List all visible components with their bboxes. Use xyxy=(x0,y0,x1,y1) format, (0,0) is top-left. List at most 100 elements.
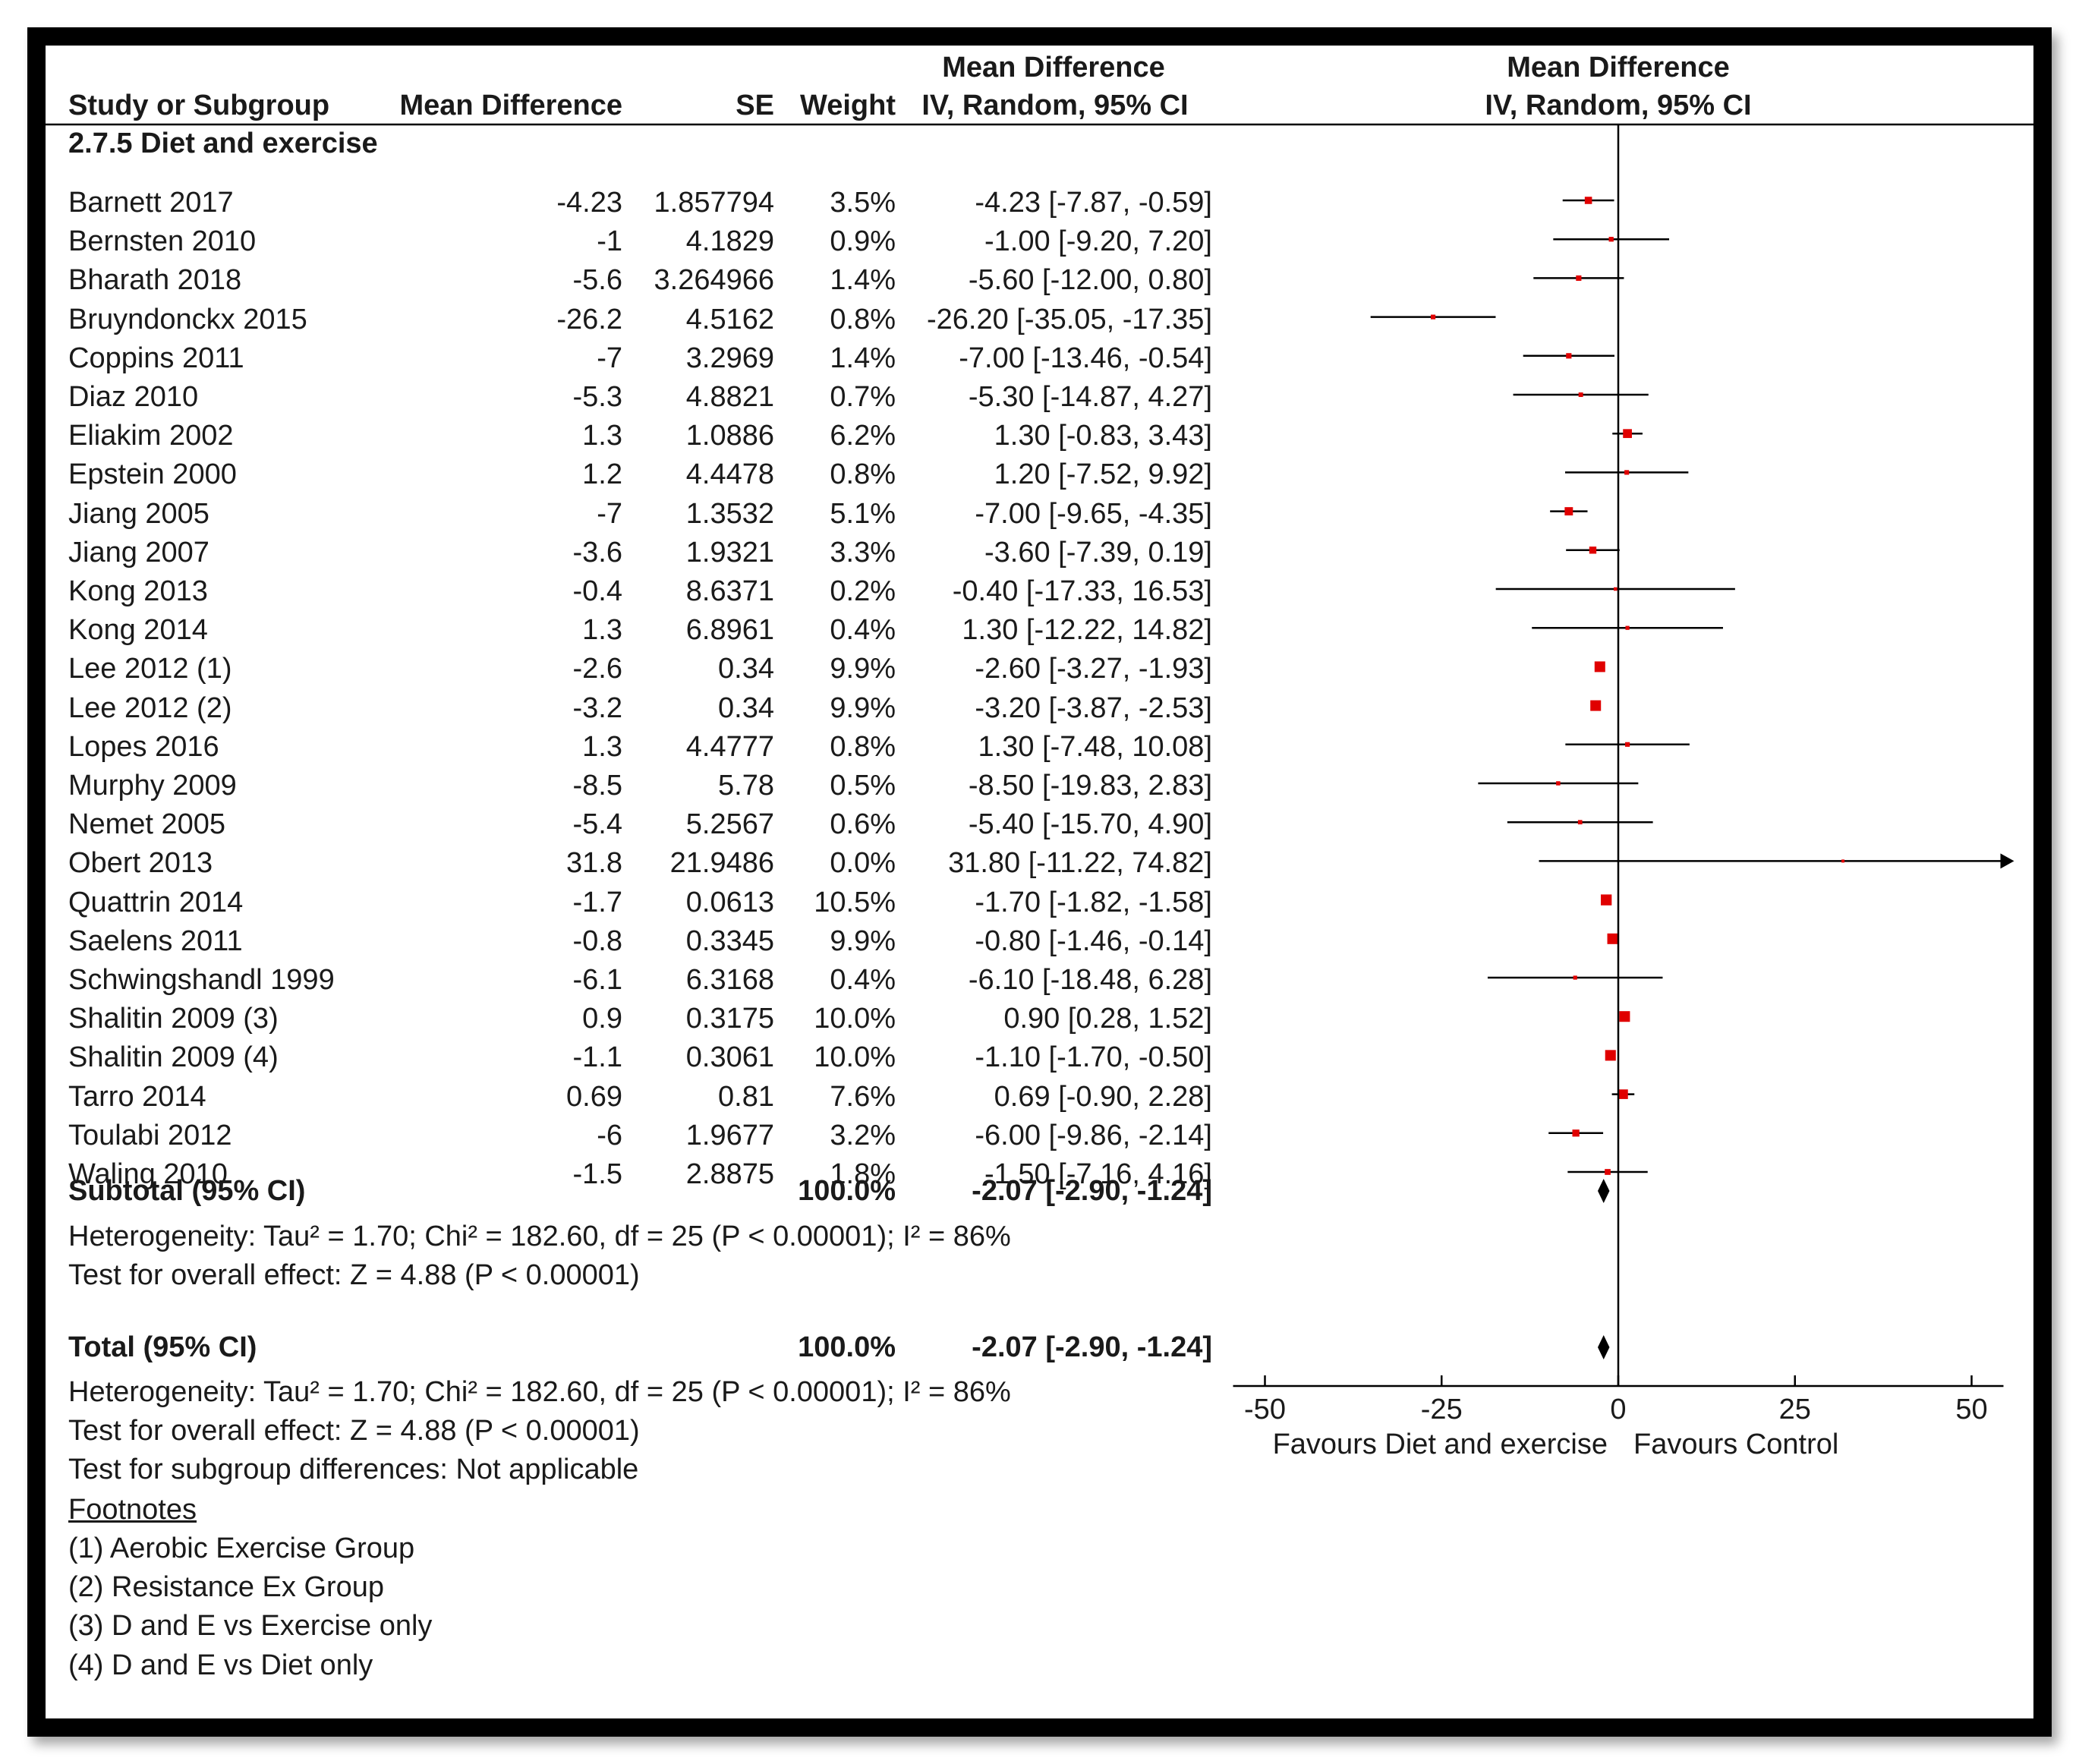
effect-marker xyxy=(1841,859,1845,863)
effect-marker xyxy=(1605,1050,1616,1061)
effect-marker xyxy=(1623,429,1632,439)
header-ci-line1: Mean Difference xyxy=(942,52,1165,83)
subtotal-effect: Test for overall effect: Z = 4.88 (P < 0… xyxy=(68,1259,640,1291)
row-weight: 0.7% xyxy=(830,381,896,413)
row-md: -6.1 xyxy=(572,964,622,996)
row-ci: -1.50 [-7.16, 4.16] xyxy=(984,1158,1212,1190)
subtotal-weight: 100.0% xyxy=(798,1175,896,1207)
effect-marker xyxy=(1594,661,1605,673)
footnote-item: (3) D and E vs Exercise only xyxy=(68,1610,433,1643)
row-md: -0.4 xyxy=(572,575,622,607)
row-md: 31.8 xyxy=(566,847,622,880)
x-tick-label: -50 xyxy=(1244,1394,1286,1425)
row-md: -5.6 xyxy=(572,264,622,297)
row-se: 0.34 xyxy=(718,653,774,685)
total-label: Total (95% CI) xyxy=(68,1331,257,1363)
row-study: Murphy 2009 xyxy=(68,770,237,802)
row-weight: 0.6% xyxy=(830,808,896,841)
row-se: 21.9486 xyxy=(669,847,774,880)
row-se: 4.1829 xyxy=(685,225,774,258)
row-weight: 10.0% xyxy=(814,1041,896,1074)
header-weight: Weight xyxy=(800,90,896,121)
row-study: Lee 2012 (1) xyxy=(68,653,232,685)
effect-marker xyxy=(1618,1089,1628,1099)
row-ci: -6.00 [-9.86, -2.14] xyxy=(975,1119,1212,1151)
ci-arrow xyxy=(2000,853,2014,869)
subtotal-ci: -2.07 [-2.90, -1.24] xyxy=(972,1175,1212,1207)
row-weight: 0.8% xyxy=(830,458,896,491)
row-se: 0.0613 xyxy=(685,886,774,918)
row-md: 0.69 xyxy=(566,1080,622,1113)
row-md: -6 xyxy=(597,1119,622,1151)
row-study: Epstein 2000 xyxy=(68,458,237,491)
row-se: 4.8821 xyxy=(685,381,774,413)
row-se: 2.8875 xyxy=(685,1158,774,1190)
row-weight: 0.4% xyxy=(830,614,896,647)
row-se: 4.4478 xyxy=(685,458,774,491)
row-weight: 10.5% xyxy=(814,886,896,918)
row-md: -1 xyxy=(597,225,622,258)
row-ci: -3.60 [-7.39, 0.19] xyxy=(984,536,1212,569)
row-weight: 0.8% xyxy=(830,303,896,335)
subtotal-diamond xyxy=(1598,1179,1610,1203)
effect-marker xyxy=(1577,820,1583,825)
row-md: -1.7 xyxy=(572,886,622,918)
footnote-item: (4) D and E vs Diet only xyxy=(68,1649,373,1681)
row-weight: 0.9% xyxy=(830,225,896,258)
header-plot-line2: IV, Random, 95% CI xyxy=(1485,90,1752,121)
row-weight: 6.2% xyxy=(830,420,896,452)
row-se: 4.5162 xyxy=(685,303,774,335)
effect-marker xyxy=(1572,1129,1580,1137)
row-study: Waling 2010 xyxy=(68,1158,228,1190)
row-ci: -1.70 [-1.82, -1.58] xyxy=(975,886,1212,918)
favours-left-label: Favours Diet and exercise xyxy=(1272,1429,1608,1460)
effect-marker xyxy=(1556,781,1561,786)
subgroup-differences: Test for subgroup differences: Not appli… xyxy=(68,1454,639,1485)
footnotes-title: Footnotes xyxy=(68,1494,197,1526)
header-ci-line2: IV, Random, 95% CI xyxy=(921,90,1189,121)
row-se: 1.9677 xyxy=(685,1119,774,1151)
row-md: -4.23 xyxy=(556,187,622,219)
header-se: SE xyxy=(736,90,774,121)
row-study: Diaz 2010 xyxy=(68,381,199,413)
header-plot-line1: Mean Difference xyxy=(1507,52,1730,83)
row-study: Obert 2013 xyxy=(68,847,213,880)
row-weight: 0.2% xyxy=(830,575,896,607)
row-ci: -8.50 [-19.83, 2.83] xyxy=(968,770,1212,802)
row-study: Shalitin 2009 (3) xyxy=(68,1003,279,1035)
effect-marker xyxy=(1590,700,1602,711)
row-md: -3.6 xyxy=(572,536,622,569)
effect-marker xyxy=(1431,314,1436,320)
row-weight: 1.4% xyxy=(830,264,896,297)
row-ci: 1.30 [-7.48, 10.08] xyxy=(978,730,1212,763)
row-weight: 1.8% xyxy=(830,1158,896,1190)
row-ci: -5.30 [-14.87, 4.27] xyxy=(968,381,1212,413)
row-weight: 3.3% xyxy=(830,536,896,569)
row-study: Bruyndonckx 2015 xyxy=(68,303,307,335)
row-study: Lopes 2016 xyxy=(68,730,219,763)
row-ci: -0.80 [-1.46, -0.14] xyxy=(975,925,1212,957)
row-se: 1.0886 xyxy=(685,420,774,452)
row-ci: -4.23 [-7.87, -0.59] xyxy=(975,187,1212,219)
x-tick-label: -25 xyxy=(1420,1394,1463,1425)
row-weight: 9.9% xyxy=(830,925,896,957)
row-md: -26.2 xyxy=(556,303,622,335)
row-md: 1.3 xyxy=(582,420,622,452)
row-weight: 0.5% xyxy=(830,770,896,802)
row-se: 0.34 xyxy=(718,691,774,724)
row-md: -1.5 xyxy=(572,1158,622,1190)
row-weight: 3.2% xyxy=(830,1119,896,1151)
row-study: Quattrin 2014 xyxy=(68,886,244,918)
row-weight: 3.5% xyxy=(830,187,896,219)
row-weight: 10.0% xyxy=(814,1003,896,1035)
row-study: Saelens 2011 xyxy=(68,925,243,957)
row-se: 4.4777 xyxy=(685,730,774,763)
row-se: 6.8961 xyxy=(685,614,774,647)
row-md: -1.1 xyxy=(572,1041,622,1074)
row-se: 0.81 xyxy=(718,1080,774,1113)
row-study: Tarro 2014 xyxy=(68,1080,206,1113)
row-ci: -26.20 [-35.05, -17.35] xyxy=(926,303,1212,335)
row-study: Kong 2014 xyxy=(68,614,208,647)
